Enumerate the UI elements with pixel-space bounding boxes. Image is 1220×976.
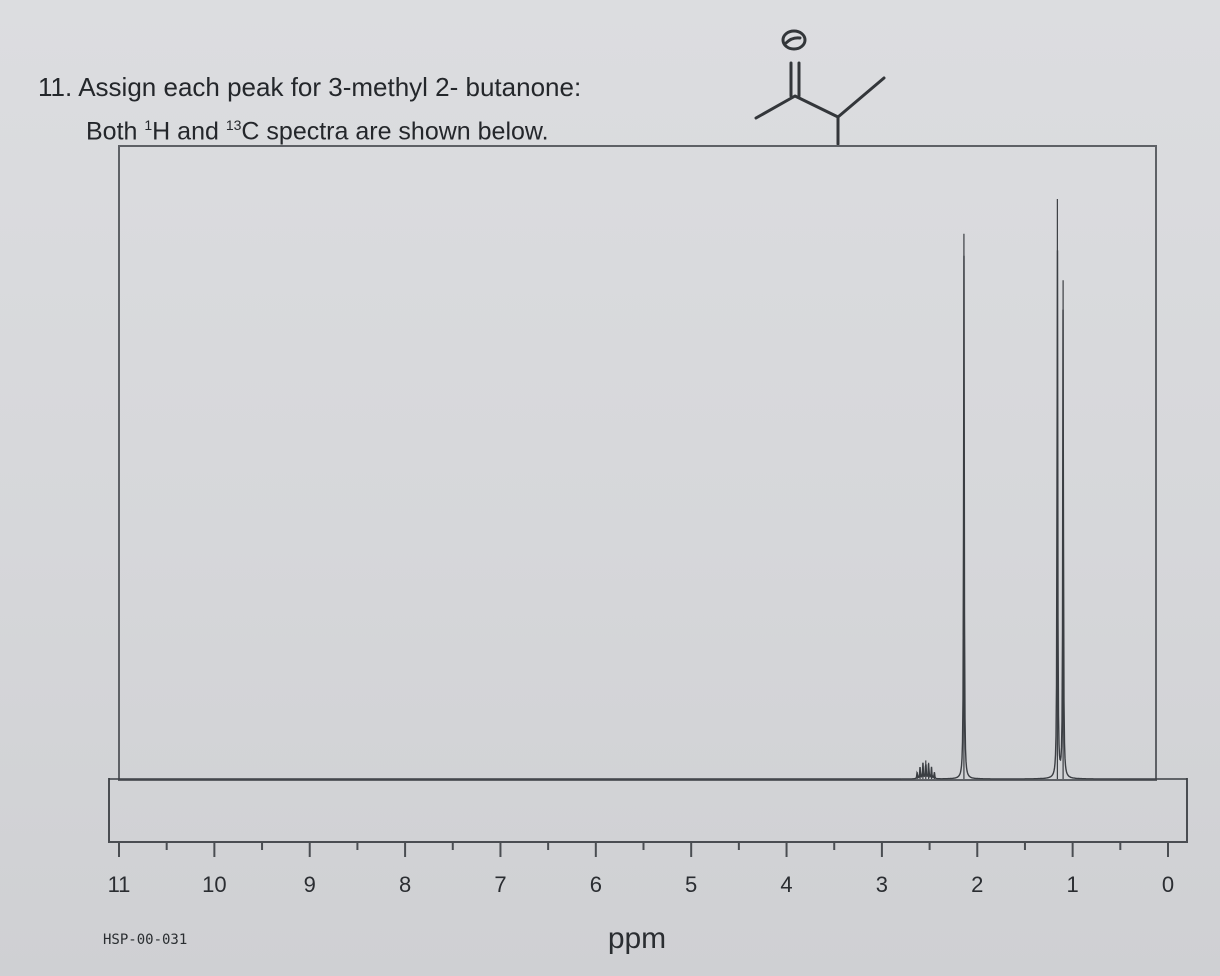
x-axis-label: ppm	[608, 922, 666, 955]
spectrum-trace	[109, 199, 1187, 780]
question-text: 11. Assign each peak for 3-methyl 2- buta…	[38, 68, 581, 150]
oxygen-stroke	[784, 36, 802, 45]
x-tick-label: 1	[1067, 872, 1079, 897]
spectrum-frame	[118, 145, 1157, 781]
x-tick-label: 3	[876, 872, 888, 897]
x-tick-labels: 11 10 9 8 7 6 5 4 3 2 1 0	[108, 872, 1175, 897]
x-tick-label: 8	[399, 872, 411, 897]
question-line-1: 11. Assign each peak for 3-methyl 2- buta…	[38, 68, 581, 106]
x-tick-label: 4	[780, 872, 792, 897]
x-tick-label: 11	[108, 872, 131, 897]
carbon-chain	[754, 76, 886, 120]
oxygen-circle	[781, 29, 807, 51]
x-ticks	[118, 842, 1169, 857]
spectrum-id: HSP-00-031	[103, 932, 187, 948]
x-tick-label: 5	[685, 872, 697, 897]
x-tick-label: 2	[971, 872, 983, 897]
x-tick-label: 0	[1162, 872, 1174, 897]
x-tick-label: 6	[590, 872, 602, 897]
structure-sketch	[754, 29, 886, 146]
axis-box	[108, 778, 1188, 843]
x-tick-label: 7	[494, 872, 506, 897]
line2-middle: H and	[152, 117, 226, 146]
x-tick-label: 10	[202, 872, 226, 897]
h-isotope: 1	[144, 117, 153, 133]
question-line-2: Both 1H and 13C spectra are shown below.	[38, 106, 581, 150]
c-isotope: 13	[225, 117, 242, 133]
x-axis	[108, 778, 1188, 843]
spectrum-line	[109, 250, 1187, 780]
question-number: 11.	[38, 72, 73, 102]
question-prompt: Assign each peak for 3-methyl 2- butanon…	[78, 72, 582, 102]
line2-prefix: Both	[86, 117, 145, 146]
x-tick-label: 9	[304, 872, 316, 897]
line2-suffix: C spectra are shown below.	[241, 117, 549, 146]
